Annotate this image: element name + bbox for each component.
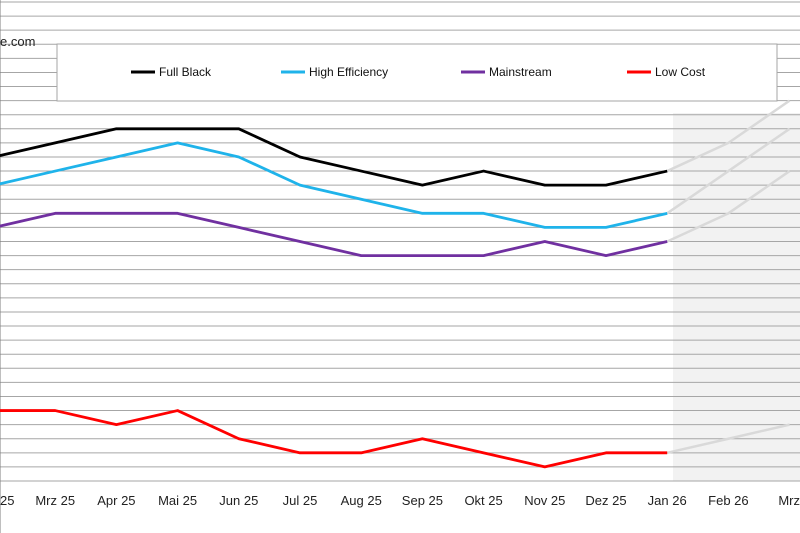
x-tick-label: Nov 25 [524,493,565,508]
x-tick-label: Aug 25 [341,493,382,508]
forecast-series [666,99,791,455]
series-line [0,127,668,187]
x-tick-label: Okt 25 [464,493,502,508]
legend-label: Low Cost [655,65,706,79]
x-tick-label: Sep 25 [402,493,443,508]
forecast-line [666,423,790,455]
series-line [0,211,668,257]
x-tick-label: 25 [0,493,14,508]
x-tick-label: Apr 25 [97,493,135,508]
x-axis-tick-labels: 25 Mrz 25 Apr 25 Mai 25 Jun 25 Jul 25 Aug 25 Se… [0,493,800,508]
x-tick-label: Jun 25 [219,493,258,508]
legend-label: High Efficiency [309,65,388,79]
legend-label: Full Black [159,65,212,79]
legend-box [56,43,778,102]
forecast-line [666,99,791,173]
x-tick-label: Mai 25 [158,493,197,508]
legend-label: Mainstream [489,65,552,79]
x-tick-label: Dez 25 [585,493,626,508]
forecast-line [666,170,791,243]
series-lines [0,127,668,469]
legend: Full Black High Efficiency Mainstream Low C… [56,43,778,102]
x-tick-label: Jan 26 [648,493,687,508]
forecast-line [666,127,791,215]
series-line [0,141,668,229]
legend-items: Full Black High Efficiency Mainstream Low C… [131,65,706,79]
series-line [0,409,668,469]
forecast-shading [673,113,800,481]
x-tick-label: Jul 25 [283,493,318,508]
x-tick-label: Feb 26 [708,493,748,508]
x-tick-label: Mrz 25 [35,493,75,508]
source-label: e.com [0,34,35,49]
x-tick-label: Mrz [778,493,800,508]
